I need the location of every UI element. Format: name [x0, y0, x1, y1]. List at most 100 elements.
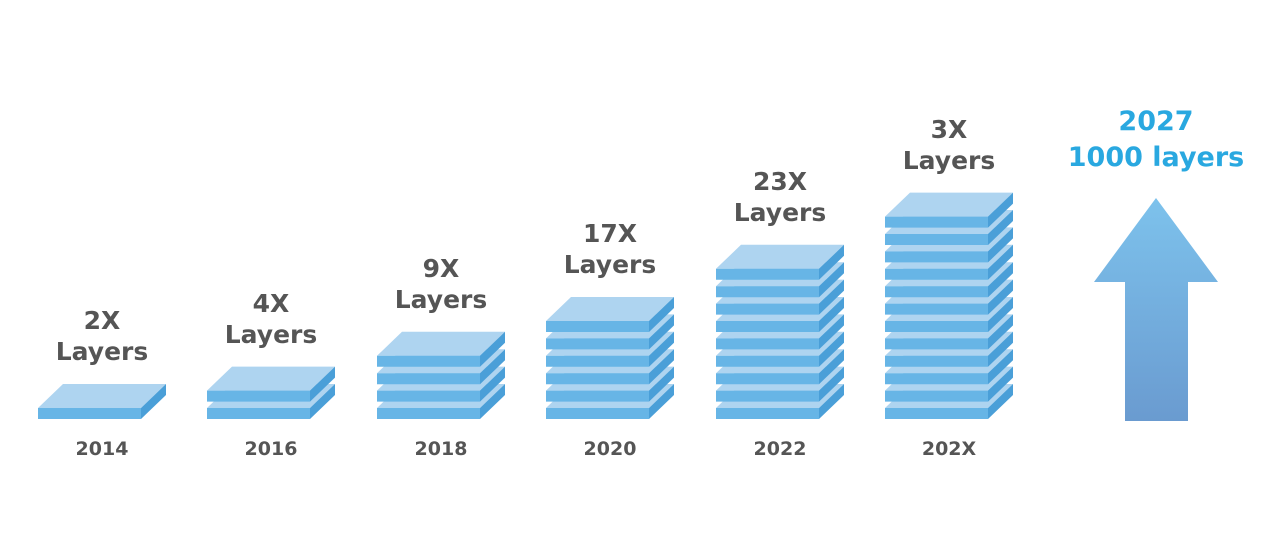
slab-side-face — [819, 314, 844, 350]
slab-side-face — [649, 331, 674, 367]
slab-side-face — [988, 384, 1013, 419]
up-arrow-icon — [1094, 198, 1218, 421]
slab-front-face — [716, 355, 819, 367]
slab-front-face — [885, 408, 988, 419]
future-label: 2027 1000 layers — [1068, 104, 1245, 176]
future-year: 2027 — [1118, 106, 1194, 137]
stack-2014 — [38, 384, 166, 419]
slab-front-face — [377, 390, 480, 402]
slab-side-face — [649, 297, 674, 332]
slab-side-face — [819, 366, 844, 402]
slab-side-face — [988, 244, 1013, 280]
layer-slab — [377, 331, 505, 367]
stack-2022 — [716, 244, 844, 419]
slab-front-face — [885, 303, 988, 315]
layer-slab — [207, 366, 335, 402]
layers-word: Layers — [394, 284, 488, 314]
slab-side-face — [988, 366, 1013, 402]
slab-front-face — [38, 408, 141, 419]
slab-front-face — [546, 373, 649, 385]
slab-front-face — [885, 251, 988, 263]
slab-front-face — [885, 355, 988, 367]
slab-top-face — [885, 192, 1013, 217]
slab-side-face — [988, 210, 1013, 245]
slab-front-face — [546, 355, 649, 367]
layers-word: Layers — [563, 250, 657, 279]
slab-side-face — [819, 244, 844, 280]
slab-side-face — [819, 384, 844, 419]
slab-side-face — [310, 366, 335, 402]
stack-2018 — [377, 331, 505, 419]
slab-top-face — [207, 366, 335, 391]
slab-front-face — [546, 321, 649, 332]
slab-top-face — [377, 331, 505, 356]
stack-2020 — [546, 297, 674, 419]
layer-slab — [546, 297, 674, 332]
year-label: 2018 — [414, 438, 468, 460]
slab-side-face — [988, 279, 1013, 315]
slab-side-face — [819, 279, 844, 315]
slab-front-face — [716, 303, 819, 315]
slab-side-face — [988, 349, 1013, 385]
slab-side-face — [649, 366, 674, 402]
slab-side-face — [141, 384, 166, 419]
slab-front-face — [885, 286, 988, 298]
multiplier: 23X — [752, 166, 808, 196]
year-label: 2020 — [583, 438, 637, 460]
slab-side-face — [480, 349, 505, 385]
slab-side-face — [819, 331, 844, 367]
layers-word: Layers — [733, 197, 827, 227]
layers-word: Layers — [902, 145, 996, 175]
slab-side-face — [819, 349, 844, 385]
slab-side-face — [988, 227, 1013, 263]
slab-front-face — [716, 321, 819, 332]
slab-side-face — [988, 314, 1013, 350]
slab-front-face — [207, 408, 310, 419]
slab-side-face — [310, 384, 335, 419]
slab-side-face — [649, 314, 674, 350]
slab-front-face — [377, 373, 480, 385]
slab-side-face — [988, 331, 1013, 367]
stack-label: 23X Layers — [734, 166, 827, 228]
slab-front-face — [377, 408, 480, 419]
year-label: 2022 — [753, 438, 807, 460]
year-label: 2016 — [244, 438, 298, 460]
year-label: 202X — [921, 438, 977, 460]
slab-front-face — [546, 338, 649, 350]
stack-label: 3X Layers — [903, 114, 996, 176]
slab-side-face — [988, 192, 1013, 228]
slab-front-face — [885, 338, 988, 350]
slab-front-face — [546, 390, 649, 402]
multiplier: 4X — [252, 288, 290, 318]
future-layers: 1000 layers — [1067, 142, 1245, 173]
slab-front-face — [885, 390, 988, 402]
stack-label: 2X Layers — [56, 305, 149, 367]
slab-front-face — [885, 373, 988, 385]
slab-front-face — [885, 268, 988, 280]
slab-front-face — [546, 408, 649, 419]
slab-top-face — [716, 244, 844, 269]
slab-side-face — [480, 331, 505, 367]
multiplier: 9X — [422, 253, 460, 283]
slab-front-face — [885, 216, 988, 228]
slab-front-face — [716, 268, 819, 280]
slab-front-face — [885, 234, 988, 245]
layers-word: Layers — [55, 337, 149, 366]
slab-side-face — [480, 366, 505, 402]
layer-slab — [716, 244, 844, 280]
layers-word: Layers — [224, 319, 318, 349]
multiplier: 2X — [83, 306, 121, 335]
layer-slab — [885, 192, 1013, 228]
slab-side-face — [649, 349, 674, 385]
stack-202X — [885, 192, 1013, 419]
year-label: 2014 — [75, 438, 129, 460]
slab-side-face — [988, 297, 1013, 332]
slab-top-face — [38, 384, 166, 408]
stack-label: 4X Layers — [225, 288, 318, 350]
slab-side-face — [988, 262, 1013, 298]
slab-front-face — [377, 355, 480, 367]
slab-side-face — [819, 297, 844, 332]
stack-2016 — [207, 366, 335, 419]
slab-front-face — [716, 408, 819, 419]
